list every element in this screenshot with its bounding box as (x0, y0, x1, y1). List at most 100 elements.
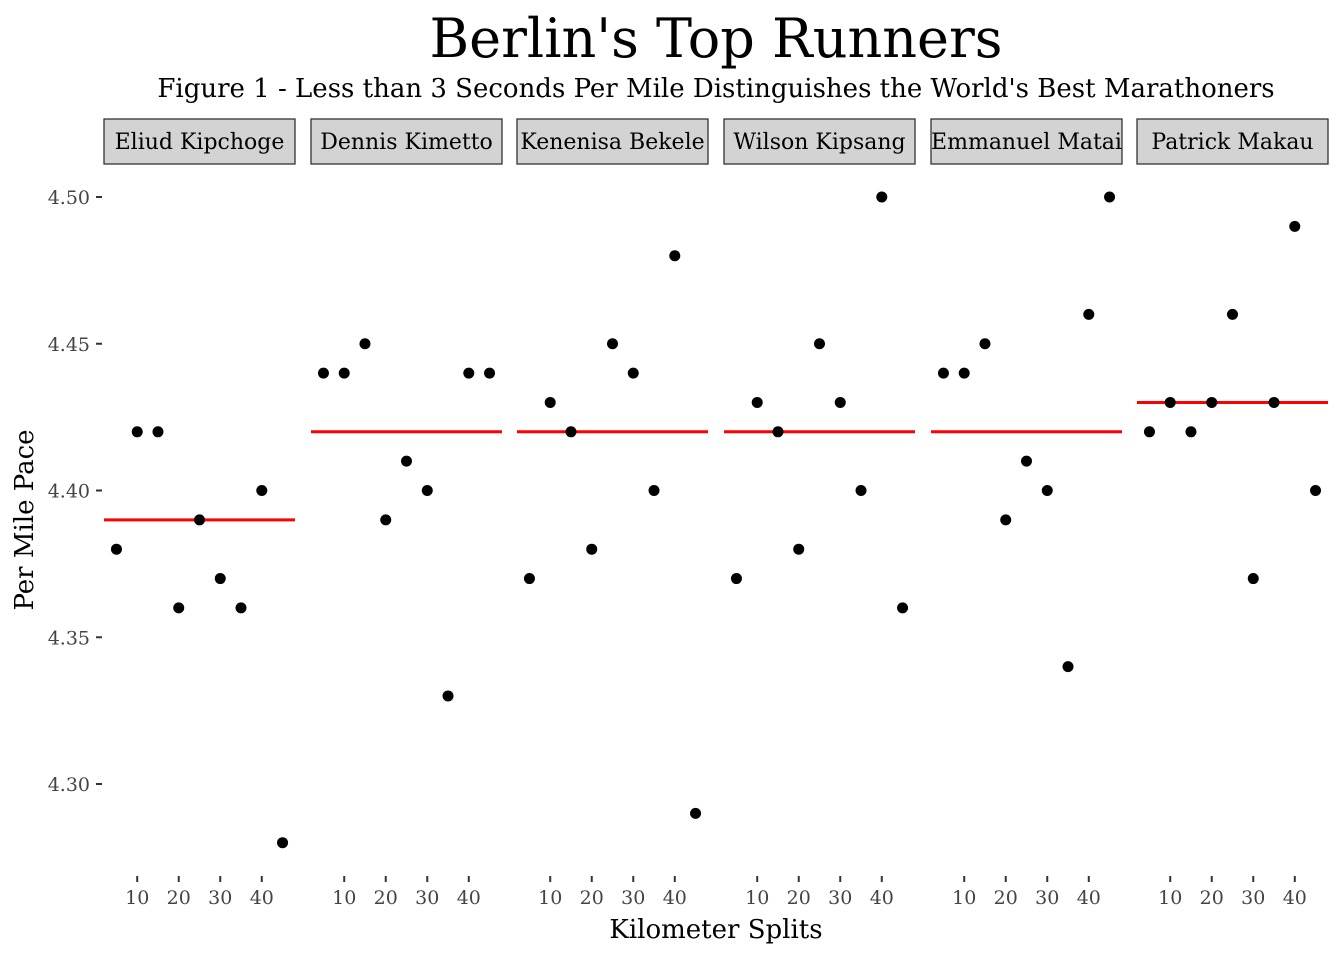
facet-panel: Kenenisa Bekele 10 20 30 40 (516, 118, 709, 909)
data-point (1164, 396, 1176, 408)
data-point (772, 426, 784, 438)
data-point (1083, 308, 1095, 320)
data-point (565, 426, 577, 438)
data-point (338, 367, 350, 379)
facet-panel: Wilson Kipsang 10 20 30 40 (723, 118, 916, 909)
data-point (979, 338, 991, 350)
x-tick-label: 20 (994, 887, 1018, 909)
facet-strip-label: Dennis Kimetto (320, 130, 493, 155)
chart-subtitle: Figure 1 - Less than 3 Seconds Per Mile … (157, 74, 1274, 104)
data-point (152, 426, 164, 438)
y-tick-label: 4.50 (48, 187, 90, 209)
x-tick-label: 20 (580, 887, 604, 909)
facet-strip (1136, 118, 1329, 165)
data-point (1041, 485, 1053, 496)
data-point (1289, 220, 1301, 232)
data-point (751, 396, 763, 408)
facet-strip-label: Eliud Kipchoge (115, 130, 285, 155)
x-tick-label: 40 (250, 887, 274, 909)
x-tick-label: 30 (415, 887, 439, 909)
data-point (648, 485, 660, 496)
data-point (669, 250, 681, 262)
data-point (627, 367, 639, 379)
x-tick-label: 30 (1035, 887, 1059, 909)
facet-strip (516, 118, 709, 165)
facet-panel: Emmanuel Matai 10 20 30 40 (930, 118, 1123, 909)
facet-strip-label: Patrick Makau (1151, 130, 1313, 155)
x-axis-title: Kilometer Splits (609, 915, 822, 945)
data-point (897, 602, 909, 614)
facet-strip-label: Wilson Kipsang (733, 130, 905, 155)
data-point (730, 573, 742, 585)
x-tick-label: 10 (125, 887, 149, 909)
data-point (1000, 514, 1012, 526)
x-tick-label: 10 (1158, 887, 1182, 909)
data-point (855, 485, 867, 496)
chart-title: Berlin's Top Runners (429, 7, 1002, 70)
x-tick-label: 30 (621, 887, 645, 909)
data-point (586, 543, 598, 555)
facet-panels: Eliud Kipchoge 10 20 30 40 Dennis Kimetto 10 20… (103, 118, 1329, 909)
x-tick-label: 40 (1283, 887, 1307, 909)
x-tick-label: 10 (745, 887, 769, 909)
data-point (463, 367, 475, 379)
x-tick-label: 30 (828, 887, 852, 909)
data-point (194, 514, 205, 526)
x-tick-label: 20 (167, 887, 191, 909)
data-point (110, 543, 122, 555)
data-point (1104, 191, 1116, 203)
facet-panel: Dennis Kimetto 10 20 30 40 (310, 118, 503, 909)
x-tick-label: 30 (208, 887, 232, 909)
data-point (380, 514, 392, 526)
data-point (1021, 455, 1032, 467)
data-point (1268, 396, 1280, 408)
data-point (607, 338, 618, 350)
data-point (834, 396, 846, 408)
data-point (442, 690, 454, 702)
y-axis-title: Per Mile Pace (10, 429, 40, 610)
data-point (277, 837, 289, 849)
data-point (876, 191, 888, 203)
x-tick-label: 10 (538, 887, 562, 909)
data-point (1143, 426, 1155, 438)
facet-strip-label: Emmanuel Matai (931, 130, 1122, 155)
facet-strip (930, 118, 1123, 165)
data-point (256, 485, 268, 496)
y-axis: 4.30 4.35 4.40 4.45 4.50 (48, 187, 102, 796)
data-point (1310, 485, 1322, 496)
x-tick-label: 20 (1200, 887, 1224, 909)
x-tick-label: 40 (1077, 887, 1101, 909)
y-tick-label: 4.35 (48, 627, 90, 649)
data-point (317, 367, 329, 379)
data-point (235, 602, 247, 614)
data-point (1206, 396, 1218, 408)
facet-panel: Eliud Kipchoge 10 20 30 40 (103, 118, 296, 909)
data-point (214, 573, 226, 585)
facet-strip (310, 118, 503, 165)
data-point (131, 426, 143, 438)
x-tick-label: 20 (374, 887, 398, 909)
data-point (814, 338, 825, 350)
y-tick-label: 4.45 (48, 334, 90, 356)
data-point (1185, 426, 1197, 438)
data-point (173, 602, 185, 614)
data-point (793, 543, 805, 555)
data-point (958, 367, 970, 379)
x-tick-label: 30 (1241, 887, 1265, 909)
data-point (359, 338, 371, 350)
x-tick-label: 10 (952, 887, 976, 909)
data-point (690, 807, 702, 819)
y-tick-label: 4.30 (48, 774, 90, 796)
data-point (1062, 661, 1074, 673)
data-point (544, 396, 556, 408)
facet-strip-label: Kenenisa Bekele (520, 130, 704, 155)
x-tick-label: 40 (457, 887, 481, 909)
data-point (421, 485, 433, 496)
data-point (1227, 308, 1238, 320)
data-point (484, 367, 496, 379)
facet-strip (723, 118, 916, 165)
facet-strip (103, 118, 296, 165)
data-point (1247, 573, 1259, 585)
data-point (937, 367, 949, 379)
